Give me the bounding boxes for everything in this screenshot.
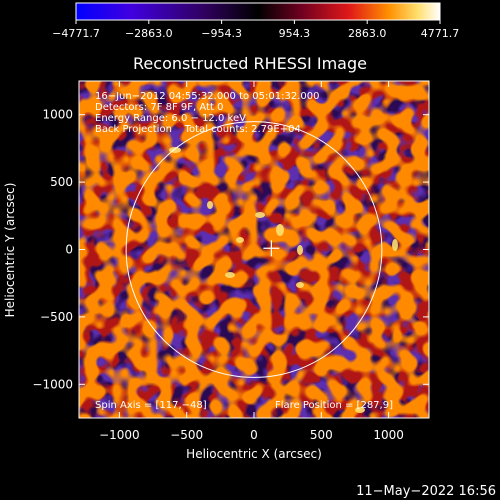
colorbar-tick-label: 2863.0	[348, 27, 387, 40]
bright-source	[276, 224, 284, 236]
bright-source	[236, 237, 244, 243]
colorbar-tick-label: −954.3	[201, 27, 242, 40]
x-tick-label: 0	[250, 428, 258, 442]
colorbar-tick-label: −4771.7	[52, 27, 100, 40]
x-axis-label: Heliocentric X (arcsec)	[186, 447, 322, 461]
heatmap-image	[79, 81, 429, 418]
flare-position-marker	[263, 240, 280, 257]
y-axis-ticks: −1000 −500 0 500 1000	[32, 108, 429, 391]
bright-source	[296, 282, 304, 288]
bright-source	[392, 239, 398, 251]
spin-axis-label: Spin Axis = [117,−48]	[95, 400, 207, 411]
info-line-3: Energy Range: 6.0 − 12.0 keV	[95, 113, 246, 124]
colorbar-tick-label: −2863.0	[125, 27, 173, 40]
y-tick-label: 1000	[42, 108, 73, 122]
colorbar-tick-label: 954.3	[279, 27, 311, 40]
x-tick-label: 1000	[373, 428, 404, 442]
flare-position-label: Flare Position = [287,9]	[275, 400, 393, 411]
x-tick-label: 500	[310, 428, 333, 442]
footer-timestamp: 11−May−2022 16:56	[356, 484, 496, 499]
bright-source	[355, 407, 365, 413]
y-tick-label: 500	[50, 175, 73, 189]
bright-source	[297, 245, 303, 255]
x-tick-label: −500	[170, 428, 203, 442]
info-line-4: Back Projection Total counts: 2.79E+04	[95, 124, 301, 135]
colorbar	[75, 2, 441, 21]
colorbar-tick-label: 4771.7	[421, 27, 460, 40]
info-line-2: Detectors: 7F 8F 9F, Att 0	[95, 102, 223, 113]
x-axis-ticks: −1000 −500 0 500 1000	[99, 81, 404, 442]
solar-disk-circle	[125, 121, 383, 378]
bright-source	[207, 201, 213, 209]
colorbar-ticks: −4771.7 −2863.0 −954.3 954.3 2863.0 4771.7	[52, 20, 459, 40]
y-tick-label: −1000	[32, 377, 73, 391]
x-tick-label: −1000	[99, 428, 140, 442]
y-axis-label: Heliocentric Y (arcsec)	[3, 183, 17, 318]
bright-source	[225, 272, 235, 278]
bright-source	[255, 212, 265, 218]
chart-title: Reconstructed RHESSI Image	[133, 54, 367, 73]
y-tick-label: −500	[40, 310, 73, 324]
y-tick-label: 0	[65, 243, 73, 257]
info-line-1: 16−Jun−2012 04:55:32.000 to 05:01:32.000	[95, 91, 320, 102]
